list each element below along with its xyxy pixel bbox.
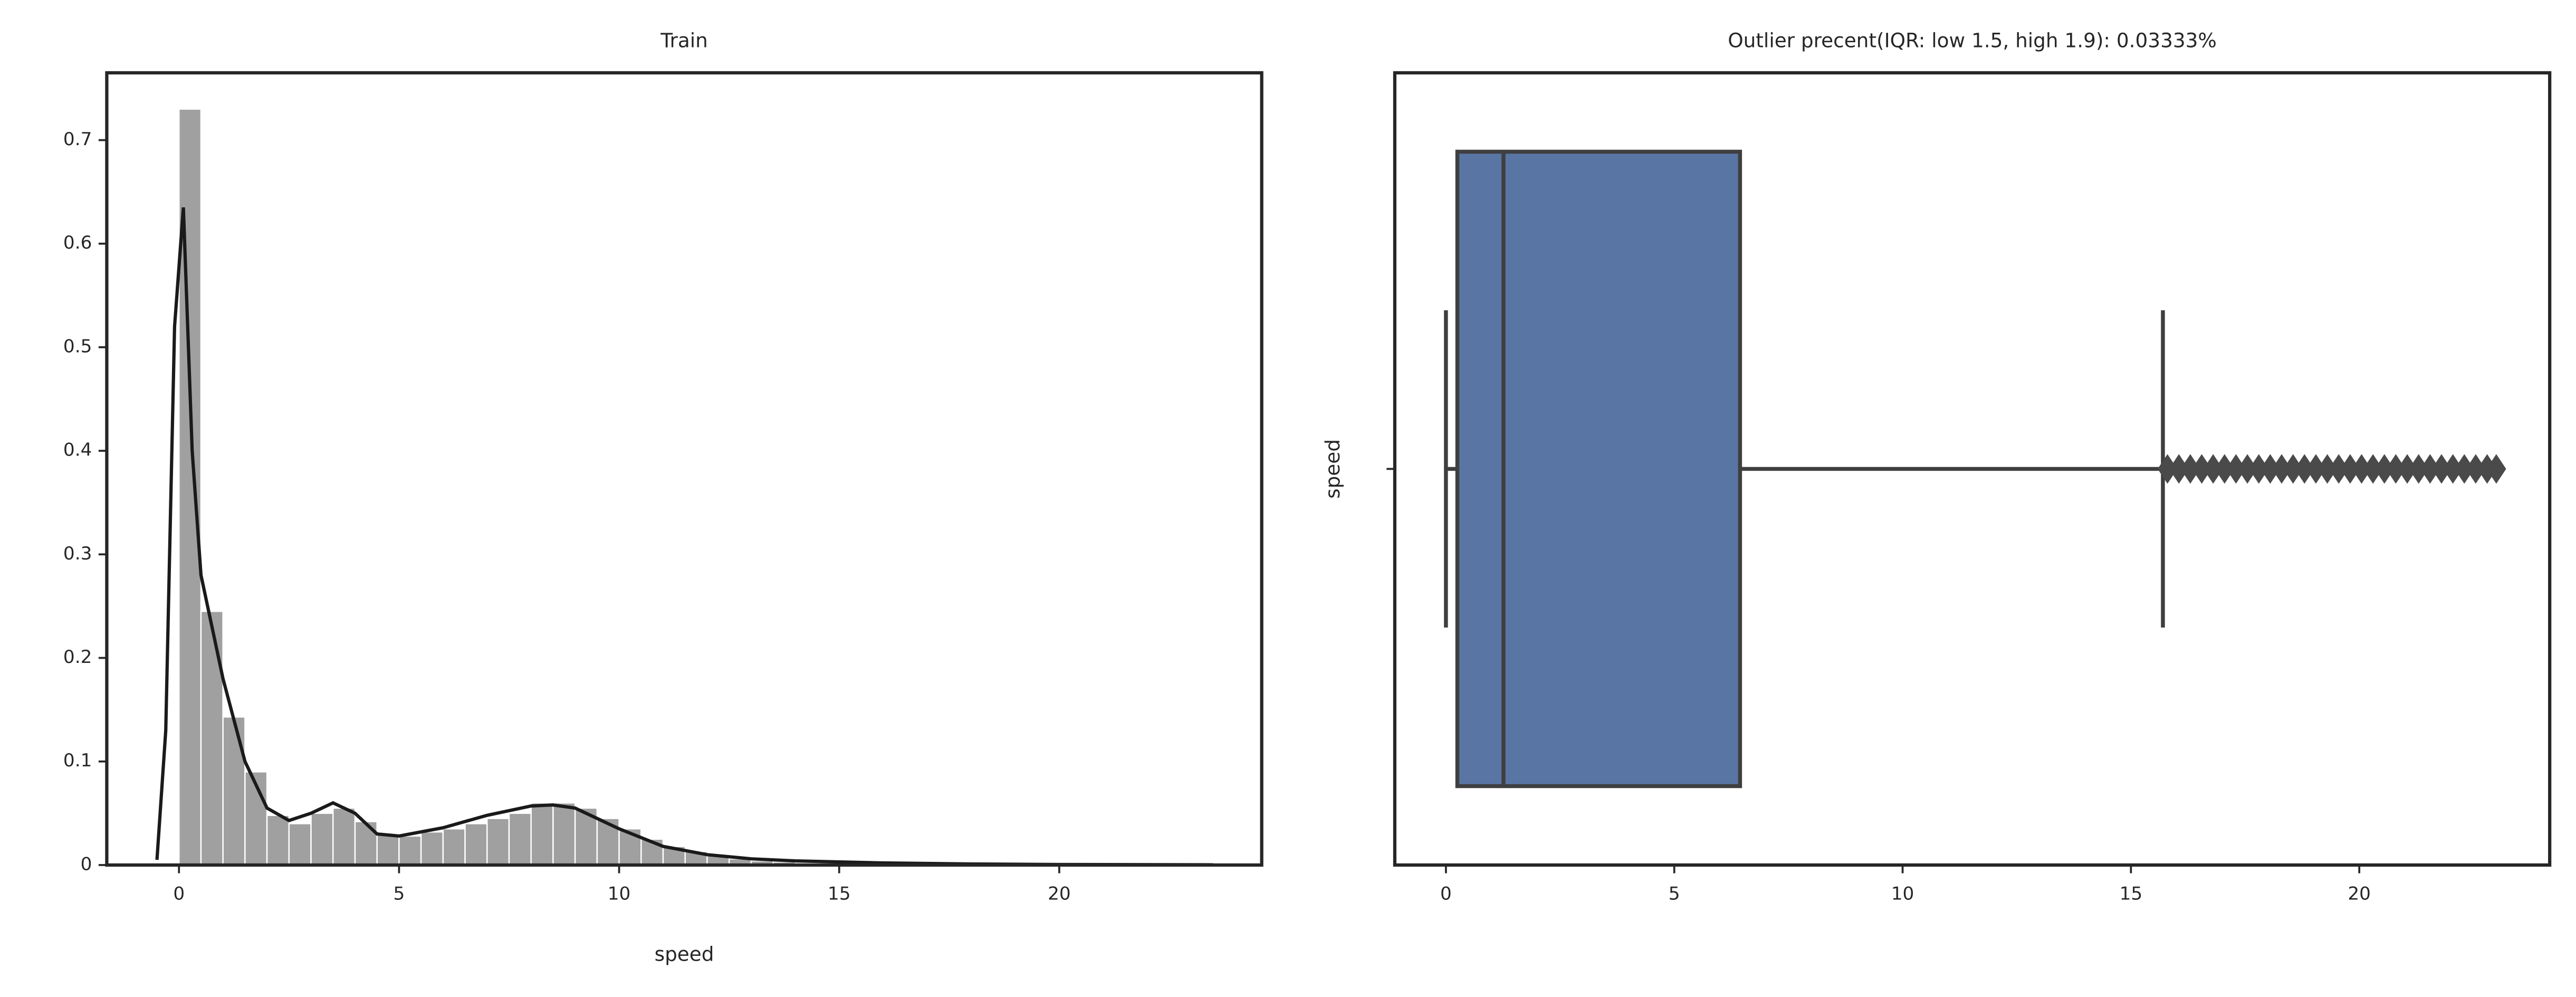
- x-axis-label: speed: [655, 943, 714, 966]
- y-tick-label: 0: [81, 853, 92, 875]
- bar: [398, 835, 422, 866]
- bar: [442, 828, 466, 866]
- x-tick-label: 0: [1440, 884, 1452, 905]
- chart-title: Outlier precent(IQR: low 1.5, high 1.9):…: [1728, 29, 2217, 52]
- bar: [486, 818, 510, 866]
- y-tick-label: 0.6: [63, 232, 92, 253]
- bar: [530, 802, 554, 866]
- x-tick-label: 15: [828, 884, 851, 905]
- bar: [464, 823, 488, 866]
- outlier: [2329, 454, 2349, 484]
- x-tick-label: 20: [1048, 884, 1071, 905]
- outlier: [2237, 454, 2257, 484]
- outlier: [2226, 454, 2246, 484]
- x-tick-label: 5: [394, 884, 405, 905]
- outlier: [2351, 454, 2372, 484]
- axes-frame: [105, 71, 1263, 867]
- x-tick-label: 15: [2120, 884, 2143, 905]
- chart-title: Train: [660, 29, 708, 52]
- x-tick-label: 20: [2348, 884, 2371, 905]
- outlier: [2203, 454, 2223, 484]
- outlier: [2466, 454, 2486, 484]
- bar: [266, 814, 290, 866]
- x-tick-label: 10: [608, 884, 631, 905]
- bar: [332, 807, 356, 866]
- outlier: [2306, 454, 2326, 484]
- bar: [222, 716, 246, 866]
- y-tick-label: 0.7: [63, 129, 92, 150]
- outlier: [2420, 454, 2440, 484]
- bar: [310, 812, 334, 866]
- outlier: [2374, 454, 2395, 484]
- bar: [354, 821, 378, 866]
- outlier: [2260, 454, 2281, 484]
- x-tick-label: 5: [1669, 884, 1680, 905]
- y-tick-label: 0.1: [63, 750, 92, 771]
- y-tick-label: 0.4: [63, 440, 92, 461]
- bar: [288, 823, 312, 866]
- bar: [376, 833, 400, 866]
- kde-line: [155, 207, 1213, 867]
- outlier: [2409, 454, 2429, 484]
- bar: [508, 812, 532, 866]
- outlier: [2431, 454, 2451, 484]
- box: [1455, 149, 1742, 789]
- x-tick-label: 10: [1891, 884, 1914, 905]
- outlier: [2397, 454, 2417, 484]
- x-tick-label: 0: [173, 884, 185, 905]
- y-tick-label: 0.5: [63, 336, 92, 357]
- y-axis-label: speed: [1321, 439, 1344, 499]
- outlier: [2317, 454, 2338, 484]
- axes-frame: [1393, 71, 2552, 867]
- outlier: [2294, 454, 2314, 484]
- bar: [200, 610, 224, 866]
- outlier: [2340, 454, 2360, 484]
- bar: [552, 802, 576, 866]
- outlier: [2215, 454, 2235, 484]
- bar: [420, 831, 444, 866]
- y-tick-label: 0.2: [63, 647, 92, 668]
- outlier: [2443, 454, 2463, 484]
- y-tick-label: 0.3: [63, 543, 92, 564]
